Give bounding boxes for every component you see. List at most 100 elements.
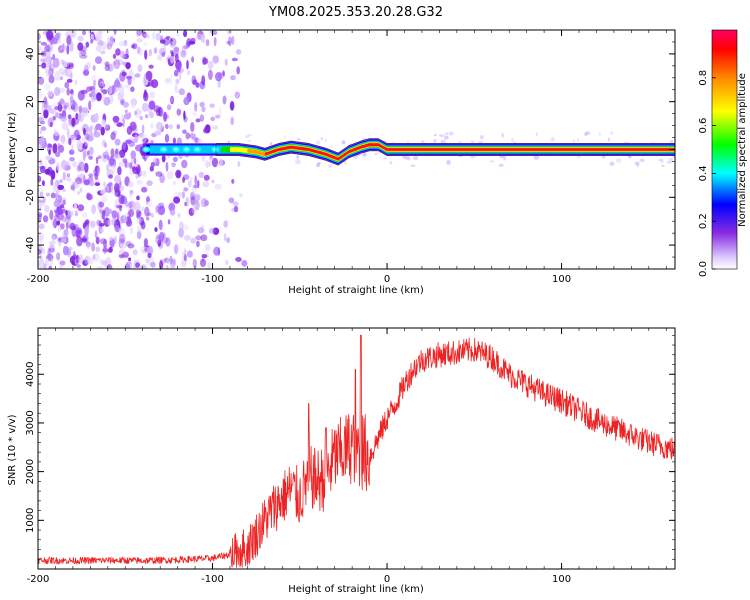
noise-speckle — [62, 245, 69, 256]
signal-blob-core — [195, 148, 200, 151]
noise-speckle — [118, 161, 124, 168]
noise-speckle — [183, 110, 186, 120]
noise-speckle — [215, 72, 222, 82]
noise-speckle — [133, 157, 137, 165]
noise-speckle — [168, 202, 176, 212]
noise-speckle — [47, 117, 54, 128]
noise-speckle — [122, 117, 125, 128]
noise-speckle — [159, 231, 165, 242]
noise-speckle — [41, 62, 47, 69]
noise-speckle — [101, 93, 105, 102]
noise-speckle — [95, 236, 100, 245]
noise-speckle — [50, 178, 54, 186]
noise-speckle — [45, 192, 50, 197]
x-tick-label: -200 — [27, 274, 50, 285]
noise-speckle — [233, 205, 239, 213]
noise-speckle — [99, 258, 104, 265]
noise-speckle — [74, 177, 82, 185]
noise-speckle — [190, 121, 195, 133]
noise-speckle — [69, 149, 75, 155]
noise-speckle — [79, 187, 83, 193]
noise-speckle — [158, 219, 163, 231]
noise-speckle — [62, 43, 66, 52]
noise-speckle — [74, 210, 79, 214]
noise-speckle — [165, 123, 169, 130]
noise-speckle — [209, 103, 215, 108]
noise-speckle — [78, 254, 84, 264]
x-tick-label: -100 — [201, 274, 224, 285]
noise-speckle — [129, 162, 133, 169]
noise-speckle — [216, 163, 223, 167]
noise-speckle — [39, 165, 46, 174]
noise-speckle — [40, 111, 44, 119]
noise-speckle — [51, 235, 56, 241]
noise-speckle — [247, 133, 252, 136]
noise-speckle — [213, 246, 221, 256]
noise-speckle — [208, 60, 214, 70]
noise-speckle — [448, 131, 454, 136]
noise-speckle — [122, 101, 129, 108]
noise-speckle — [154, 130, 162, 136]
signal-blob-core — [144, 148, 149, 151]
noise-speckle — [195, 82, 200, 88]
noise-speckle — [136, 38, 144, 43]
noise-speckle — [76, 236, 83, 247]
noise-speckle — [170, 38, 173, 45]
noise-speckle — [65, 30, 70, 36]
noise-speckle — [657, 158, 663, 162]
noise-speckle — [183, 30, 188, 38]
noise-speckle — [113, 30, 117, 35]
noise-speckle — [52, 143, 58, 154]
noise-speckle — [67, 114, 72, 120]
noise-speckle — [142, 137, 149, 144]
noise-speckle — [446, 160, 451, 165]
noise-speckle — [89, 127, 92, 136]
signal-band-outline — [215, 138, 675, 166]
noise-speckle — [136, 230, 142, 240]
noise-speckle — [38, 33, 41, 40]
noise-speckle — [70, 89, 74, 94]
noise-speckle — [80, 54, 88, 59]
noise-speckle — [148, 100, 156, 110]
noise-speckle — [43, 96, 48, 105]
noise-speckle — [38, 199, 44, 203]
noise-speckle — [224, 58, 228, 66]
noise-speckle — [134, 110, 138, 116]
noise-speckle — [82, 212, 88, 218]
noise-speckle — [219, 158, 223, 165]
noise-speckle — [113, 219, 121, 230]
noise-speckle — [184, 201, 187, 207]
noise-speckle — [140, 206, 145, 212]
noise-speckle — [103, 238, 108, 249]
noise-speckle — [94, 112, 99, 122]
noise-speckle — [577, 138, 580, 142]
noise-speckle — [84, 219, 90, 225]
noise-speckle — [50, 257, 54, 267]
noise-speckle — [165, 35, 171, 40]
noise-speckle — [138, 47, 144, 57]
noise-speckle — [192, 258, 197, 269]
noise-speckle — [61, 161, 68, 170]
noise-speckle — [225, 260, 229, 266]
noise-speckle — [130, 98, 136, 109]
colorbar-tick-label: 0.0 — [698, 261, 709, 277]
noise-speckle — [146, 196, 150, 203]
noise-speckle — [203, 127, 209, 134]
noise-speckle — [48, 64, 55, 72]
noise-speckle — [101, 210, 105, 220]
noise-speckle — [44, 83, 51, 91]
y-tick-label: -40 — [25, 237, 36, 253]
noise-speckle — [113, 153, 119, 159]
noise-speckle — [125, 200, 129, 208]
noise-speckle — [164, 133, 170, 143]
noise-speckle — [142, 78, 149, 86]
noise-speckle — [165, 161, 169, 172]
noise-speckle — [172, 156, 178, 162]
noise-speckle — [86, 243, 91, 250]
noise-speckle — [42, 196, 46, 203]
noise-speckle — [194, 193, 201, 202]
noise-speckle — [231, 178, 235, 184]
noise-speckle — [52, 218, 58, 229]
noise-speckle — [634, 161, 640, 166]
noise-speckle — [59, 260, 66, 266]
